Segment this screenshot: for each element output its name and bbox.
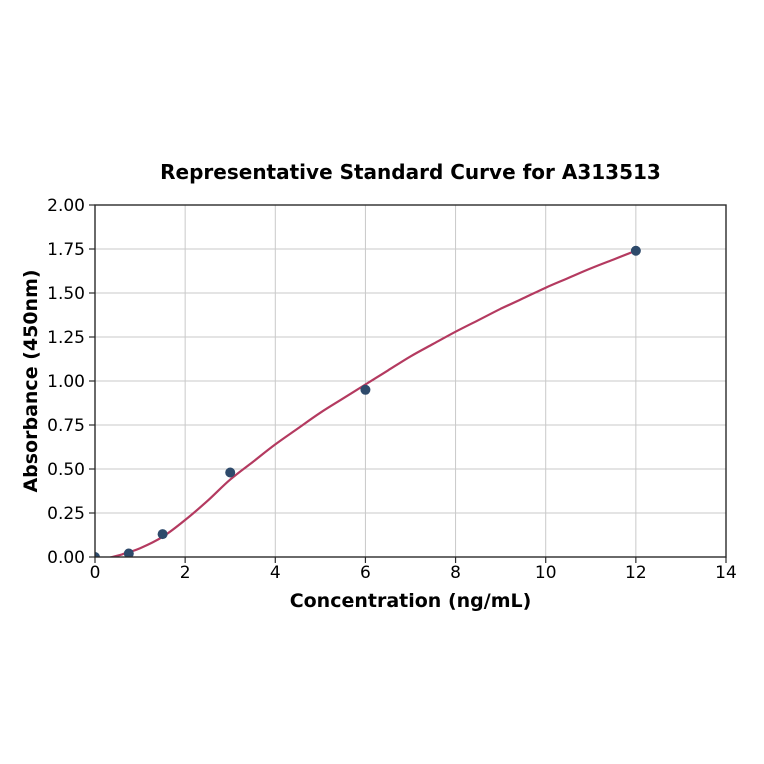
- x-tick-label: 14: [715, 563, 737, 583]
- y-tick-label: 1.75: [47, 240, 85, 260]
- chart-title: Representative Standard Curve for A31351…: [160, 160, 661, 184]
- data-point: [225, 467, 236, 478]
- y-tick-label: 2.00: [47, 196, 85, 216]
- data-point: [630, 245, 641, 256]
- x-tick-label: 4: [270, 563, 281, 583]
- x-tick-label: 12: [625, 563, 647, 583]
- y-tick-label: 0.25: [47, 504, 85, 524]
- x-tick-label: 8: [450, 563, 461, 583]
- y-tick-label: 1.50: [47, 284, 85, 304]
- y-tick-label: 0.00: [47, 548, 85, 568]
- data-point: [360, 384, 371, 395]
- y-tick-label: 0.75: [47, 416, 85, 436]
- x-tick-label: 10: [535, 563, 557, 583]
- x-axis-label: Concentration (ng/mL): [289, 590, 532, 612]
- x-tick-label: 6: [360, 563, 371, 583]
- data-point: [95, 552, 100, 557]
- y-tick-label: 1.00: [47, 372, 85, 392]
- x-tick-label: 2: [180, 563, 191, 583]
- fit-curve-line: [108, 249, 637, 557]
- x-tick-label: 0: [90, 563, 101, 583]
- data-point: [157, 529, 168, 540]
- data-point: [123, 548, 134, 557]
- y-tick-label: 1.25: [47, 328, 85, 348]
- y-tick-label: 0.50: [47, 460, 85, 480]
